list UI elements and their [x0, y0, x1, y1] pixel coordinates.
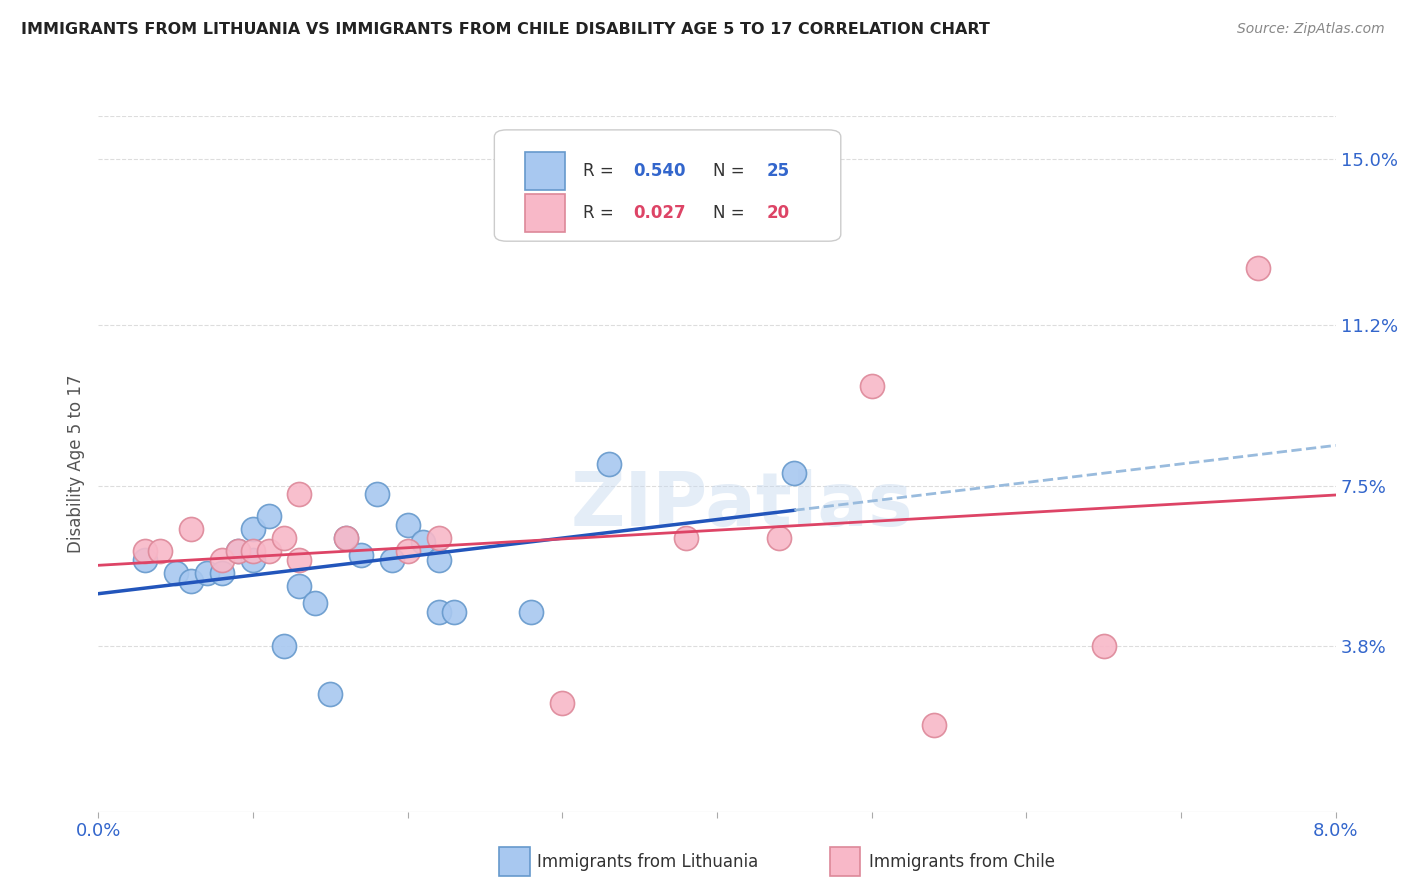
Text: Immigrants from Lithuania: Immigrants from Lithuania [537, 853, 758, 871]
Text: Immigrants from Chile: Immigrants from Chile [869, 853, 1054, 871]
Text: 0.540: 0.540 [633, 162, 685, 180]
Point [427, 605, 450, 619]
Text: 25: 25 [766, 162, 790, 180]
Point [1247, 261, 1270, 276]
Text: N =: N = [713, 162, 751, 180]
Point [427, 552, 450, 566]
Point [412, 535, 434, 549]
Point [273, 531, 295, 545]
Point [922, 717, 945, 731]
Point [304, 596, 326, 610]
Point [242, 544, 264, 558]
Point [134, 544, 156, 558]
Point [551, 696, 574, 710]
Text: N =: N = [713, 203, 751, 222]
Point [288, 579, 311, 593]
Point [396, 517, 419, 532]
FancyBboxPatch shape [526, 152, 565, 190]
Point [165, 566, 187, 580]
Text: 20: 20 [766, 203, 790, 222]
Point [319, 687, 342, 701]
Point [1092, 640, 1115, 654]
Point [381, 552, 404, 566]
Point [335, 531, 357, 545]
Point [366, 487, 388, 501]
Text: R =: R = [583, 162, 620, 180]
Point [598, 457, 620, 471]
Point [396, 544, 419, 558]
Point [675, 531, 697, 545]
Point [783, 466, 806, 480]
Point [257, 508, 280, 523]
Point [195, 566, 218, 580]
Point [226, 544, 249, 558]
Y-axis label: Disability Age 5 to 17: Disability Age 5 to 17 [66, 375, 84, 553]
Text: ZIPatlas: ZIPatlas [571, 469, 912, 542]
Text: 0.027: 0.027 [633, 203, 686, 222]
Point [211, 566, 233, 580]
Point [211, 552, 233, 566]
Point [180, 522, 202, 536]
FancyBboxPatch shape [495, 130, 841, 241]
Point [242, 552, 264, 566]
Point [427, 531, 450, 545]
Point [134, 552, 156, 566]
Text: R =: R = [583, 203, 620, 222]
Point [860, 378, 883, 392]
Point [226, 544, 249, 558]
Point [768, 531, 790, 545]
Point [180, 574, 202, 589]
Point [443, 605, 465, 619]
FancyBboxPatch shape [526, 194, 565, 232]
Text: Source: ZipAtlas.com: Source: ZipAtlas.com [1237, 22, 1385, 37]
Point [257, 544, 280, 558]
Point [335, 531, 357, 545]
Point [288, 552, 311, 566]
Point [242, 522, 264, 536]
Point [149, 544, 172, 558]
Point [520, 605, 543, 619]
Text: IMMIGRANTS FROM LITHUANIA VS IMMIGRANTS FROM CHILE DISABILITY AGE 5 TO 17 CORREL: IMMIGRANTS FROM LITHUANIA VS IMMIGRANTS … [21, 22, 990, 37]
Point [288, 487, 311, 501]
Point [350, 548, 373, 562]
Point [273, 640, 295, 654]
